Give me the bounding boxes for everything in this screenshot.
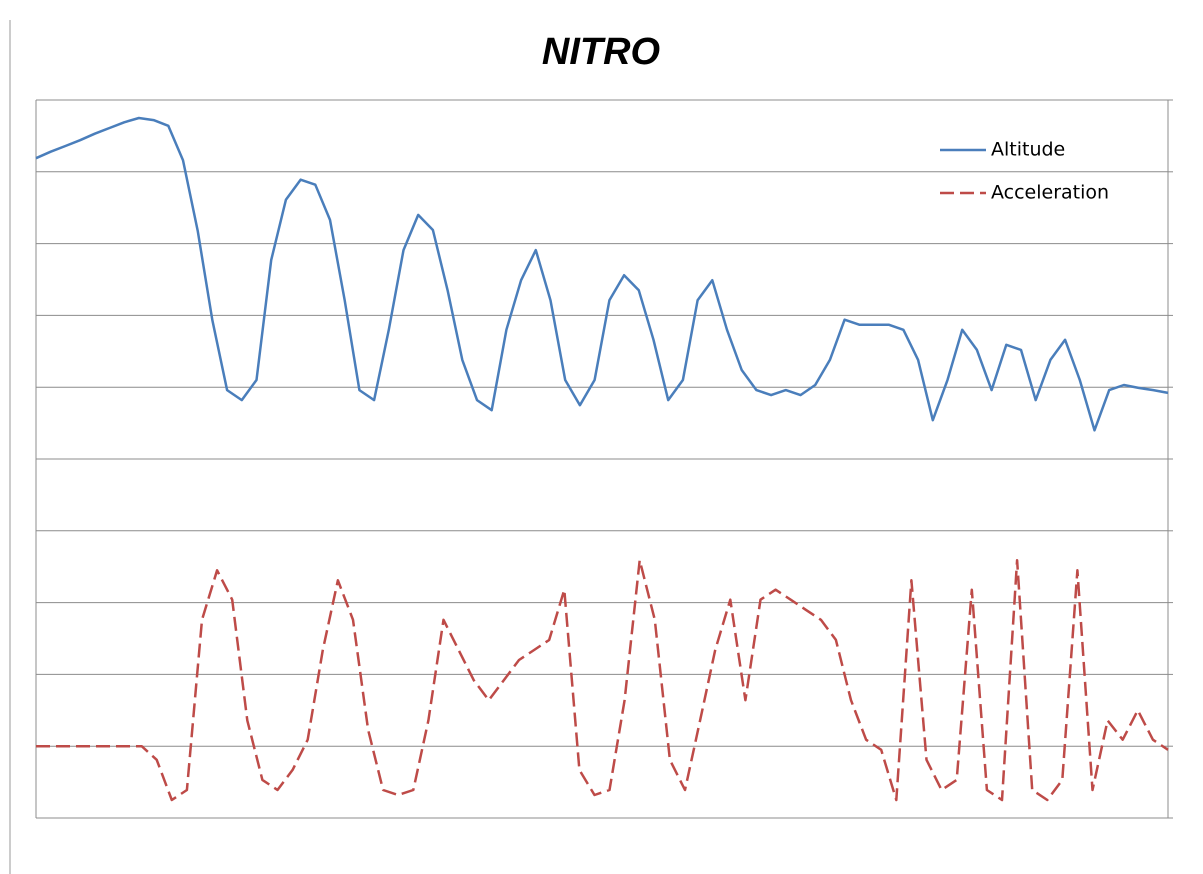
legend-label: Acceleration [991, 182, 1109, 204]
legend-label: Altitude [991, 139, 1065, 161]
chart-title: NITRO [542, 31, 660, 73]
series-line [36, 558, 1169, 802]
series-line [35, 116, 1169, 432]
